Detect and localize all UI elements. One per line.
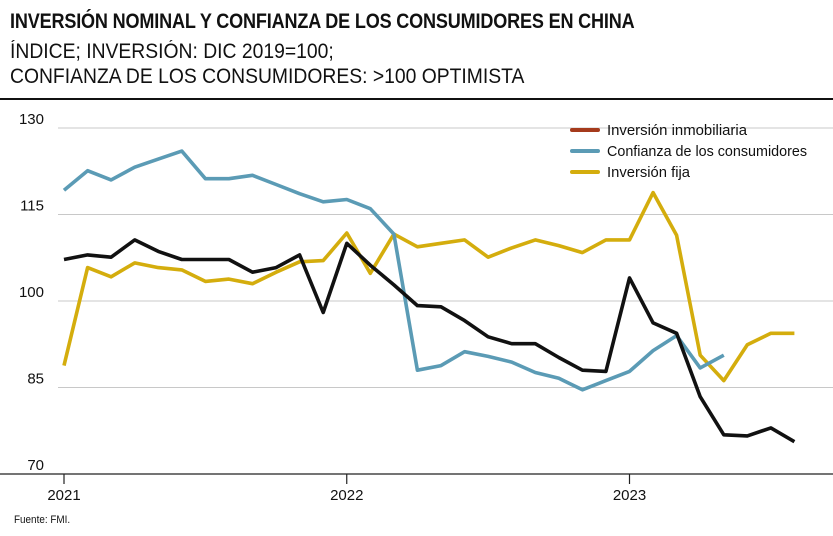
chart-subtitle-line-1: ÍNDICE; INVERSIÓN: DIC 2019=100; <box>10 40 334 63</box>
y-tick-label: 70 <box>27 457 44 474</box>
y-tick-label: 115 <box>20 198 44 215</box>
chart-subtitle-line-2: CONFIANZA DE LOS CONSUMIDORES: >100 OPTI… <box>10 65 525 88</box>
x-tick-label: 2022 <box>330 487 363 504</box>
y-tick-label: 130 <box>19 111 44 128</box>
legend-label: Confianza de los consumidores <box>607 144 807 160</box>
x-tick-label: 2023 <box>613 487 646 504</box>
chart-title: INVERSIÓN NOMINAL Y CONFIANZA DE LOS CON… <box>10 10 635 33</box>
x-tick-label: 2021 <box>47 487 80 504</box>
series-line-confianza-consumidores <box>62 149 725 392</box>
legend-label: Inversión inmobiliaria <box>607 123 748 139</box>
series-line-inversion-inmobiliaria <box>63 238 796 444</box>
series-line-inversion-fija <box>62 190 795 383</box>
source-note: Fuente: FMI. <box>14 514 71 526</box>
header-divider <box>0 98 833 100</box>
legend-label: Inversión fija <box>607 165 691 181</box>
y-tick-label: 100 <box>19 284 44 301</box>
y-tick-label: 85 <box>27 371 44 388</box>
